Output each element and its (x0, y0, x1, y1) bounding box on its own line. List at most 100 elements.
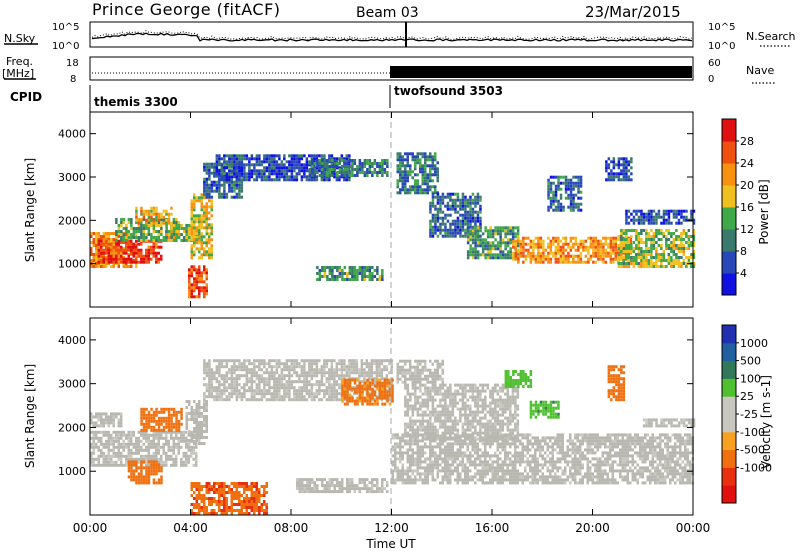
data-cell (203, 494, 206, 497)
data-cell (574, 202, 578, 206)
data-cell (175, 230, 178, 233)
data-cell (152, 410, 156, 414)
data-cell (320, 374, 324, 378)
data-cell (529, 260, 533, 264)
data-cell (223, 389, 226, 393)
data-cell (230, 503, 233, 506)
data-cell (549, 245, 553, 249)
data-cell (640, 241, 643, 244)
data-cell (117, 248, 120, 252)
data-cell (135, 442, 138, 446)
data-cell (225, 362, 229, 366)
data-cell (316, 490, 319, 494)
data-cell (652, 238, 656, 241)
data-cell (330, 368, 334, 372)
data-cell (298, 166, 301, 170)
data-cell (132, 251, 135, 255)
data-cell (655, 221, 658, 225)
data-cell (424, 173, 427, 177)
data-cell (404, 158, 407, 162)
data-cell (335, 157, 339, 161)
data-cell (419, 188, 422, 192)
data-cell (125, 236, 128, 239)
data-cell (657, 244, 661, 247)
data-cell (532, 248, 535, 252)
data-cell (607, 242, 610, 246)
data-cell (424, 191, 427, 195)
data-cell (203, 395, 206, 399)
data-cell (365, 359, 369, 363)
data-cell (130, 442, 133, 446)
data-cell (182, 463, 185, 467)
data-cell (594, 245, 598, 249)
data-cell (223, 512, 226, 515)
data-cell (328, 392, 331, 396)
data-cell (303, 154, 306, 158)
data-cell (253, 485, 256, 488)
data-cell (298, 386, 301, 390)
data-cell (127, 230, 131, 233)
data-cell (243, 169, 246, 173)
data-cell (383, 159, 387, 162)
data-cell (386, 174, 389, 177)
data-cell (544, 257, 548, 261)
data-cell (559, 193, 563, 197)
data-cell (147, 460, 151, 464)
data-cell (255, 485, 258, 488)
data-cell (582, 245, 585, 249)
data-cell (110, 457, 113, 461)
data-cell (617, 253, 621, 256)
data-cell (587, 251, 590, 255)
data-cell (147, 478, 151, 482)
data-cell (215, 482, 218, 485)
data-cell (524, 236, 528, 240)
data-cell (682, 262, 686, 265)
data-cell (554, 208, 558, 212)
data-cell (363, 371, 366, 375)
data-cell (404, 167, 407, 171)
data-cell (326, 162, 329, 165)
data-cell (310, 154, 314, 158)
data-cell (441, 210, 445, 214)
data-cell (248, 497, 251, 500)
data-cell (557, 257, 560, 261)
data-cell (280, 374, 284, 378)
data-cell (238, 509, 241, 512)
data-cell (335, 389, 339, 393)
data-cell (471, 207, 475, 211)
data-cell (230, 371, 234, 375)
data-cell (459, 225, 462, 229)
data-cell (476, 213, 480, 217)
data-cell (625, 160, 628, 164)
data-cell (476, 250, 480, 254)
data-cell (155, 457, 158, 461)
data-cell (685, 265, 688, 268)
data-cell (110, 257, 113, 261)
data-cell (516, 250, 520, 254)
data-cell (547, 257, 550, 261)
data-cell (140, 260, 143, 264)
data-cell (203, 418, 206, 421)
data-cell (253, 157, 256, 161)
data-cell (188, 286, 191, 290)
data-cell (190, 238, 193, 242)
data-cell (90, 436, 93, 440)
data-cell (675, 259, 678, 262)
data-cell (373, 380, 376, 384)
data-cell (198, 482, 201, 485)
data-cell (255, 371, 259, 375)
data-cell (356, 174, 359, 177)
data-cell (476, 256, 480, 260)
data-cell (464, 207, 467, 211)
data-cell (401, 161, 404, 165)
data-cell (112, 445, 115, 449)
data-cell (230, 157, 234, 161)
data-cell (127, 436, 130, 440)
data-cell (235, 389, 239, 393)
data-cell (660, 229, 663, 232)
data-cell (370, 383, 374, 387)
data-cell (225, 162, 229, 166)
data-cell (627, 215, 631, 219)
data-cell (632, 221, 636, 225)
data-cell (670, 232, 673, 235)
